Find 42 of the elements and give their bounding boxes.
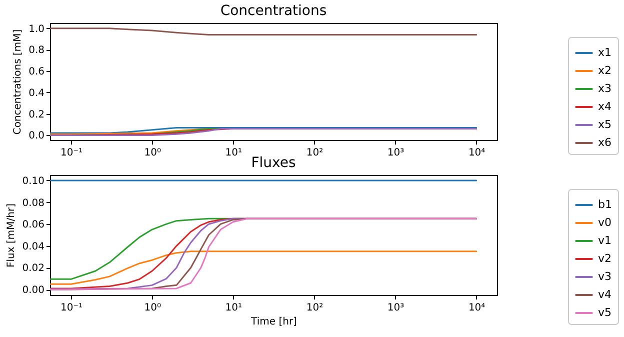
x-tick-label: 10³ [387, 148, 404, 158]
y-tick-label: 0.00 [22, 285, 44, 296]
legend-label: x5 [598, 118, 612, 131]
y-tick-label: 0.8 [28, 45, 44, 56]
x-tick-label: 10³ [387, 302, 404, 314]
x-tick-label: 10¹ [225, 302, 242, 314]
chart-title: Concentrations [220, 3, 327, 19]
legend-label: v0 [598, 216, 612, 229]
y-tick-label: 0.6 [28, 66, 44, 78]
x-tick-label: 10⁰ [144, 302, 161, 314]
legend-label: b1 [598, 198, 612, 211]
legend-label: v4 [598, 288, 612, 301]
legend-label: x3 [598, 82, 612, 95]
x-tick-label: 10⁴ [468, 302, 486, 314]
x-tick-label: 10⁻¹ [60, 148, 83, 158]
x-tick-label: 10⁻¹ [60, 302, 83, 314]
legend-label: v2 [598, 252, 612, 265]
x-tick-label: 10² [306, 148, 324, 158]
x-tick-label: 10⁰ [144, 148, 161, 158]
y-axis-title: Concentrations [mM] [12, 29, 24, 135]
y-tick-label: 0.10 [22, 176, 44, 187]
x-tick-label: 10² [306, 302, 324, 314]
y-tick-label: 1.0 [28, 24, 44, 35]
y-axis-title: Flux [mM/hr] [6, 203, 18, 268]
legend-label: v1 [598, 234, 612, 247]
x-tick-label: 10¹ [225, 148, 242, 158]
legend-label: x4 [598, 100, 612, 113]
legend-label: x1 [598, 46, 612, 59]
legend-label: x2 [598, 64, 612, 77]
y-tick-label: 0.04 [22, 241, 44, 252]
x-tick-label: 10⁴ [468, 148, 486, 158]
chart-title: Fluxes [251, 155, 296, 171]
y-tick-label: 0.02 [22, 263, 44, 274]
y-tick-label: 0.08 [22, 198, 44, 209]
y-tick-label: 0.4 [28, 88, 44, 99]
legend-label: v3 [598, 270, 612, 283]
y-tick-label: 0.2 [28, 109, 44, 120]
x-axis-title: Time [hr] [250, 316, 298, 328]
y-tick-label: 0.06 [22, 220, 44, 231]
y-tick-label: 0.0 [28, 130, 44, 142]
legend-label: v5 [598, 306, 612, 319]
legend-label: x6 [598, 136, 612, 149]
